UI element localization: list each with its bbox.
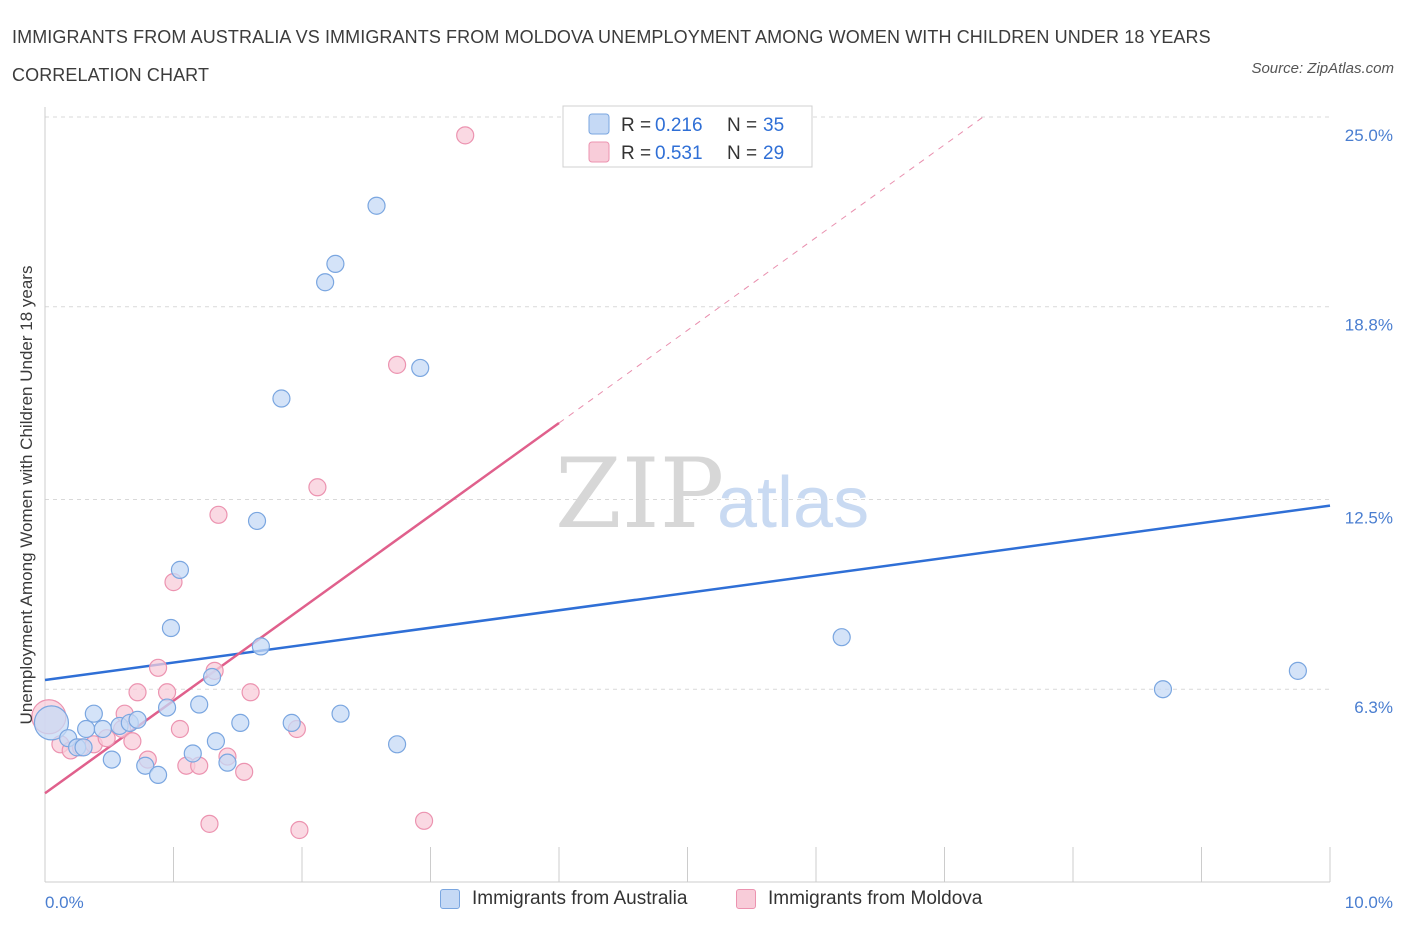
australia-point-15 [183, 744, 202, 763]
australia-point-0 [33, 705, 70, 741]
legend-n-label-0: N = [727, 115, 757, 136]
australia-point-24 [282, 713, 301, 732]
australia-point-23 [272, 389, 291, 408]
legend-r-label-0: R = [621, 115, 651, 136]
moldova-point-9 [128, 683, 147, 702]
legend-r-label-1: R = [621, 143, 651, 164]
watermark-atlas: atlas [717, 463, 869, 543]
source-label: Source: ZipAtlas.com [1251, 60, 1394, 77]
australia-point-18 [206, 732, 226, 751]
australia-point-26 [326, 254, 345, 273]
legend-swatch-australia [588, 113, 610, 135]
australia-point-9 [128, 710, 147, 729]
legend-top: R = 0.216 N = 35 R = 0.531 N = 29 [562, 105, 813, 168]
australia-point-12 [157, 698, 177, 717]
trend-line-moldova-extension [558, 116, 984, 424]
legend-swatch-australia [440, 889, 460, 909]
moldova-point-22 [241, 683, 260, 702]
legend-n-value-0: 35 [763, 115, 784, 136]
australia-point-14 [170, 560, 190, 579]
y-tick-label-2: 18.8% [1345, 316, 1393, 335]
australia-point-4 [84, 704, 103, 723]
x-tick-label-1: 10.0% [1345, 893, 1393, 912]
y-tick-label-1: 12.5% [1345, 509, 1393, 528]
moldova-point-28 [456, 126, 475, 145]
australia-point-17 [202, 667, 222, 687]
moldova-point-12 [157, 683, 177, 702]
australia-point-13 [161, 618, 181, 638]
moldova-point-13 [170, 719, 190, 739]
moldova-point-27 [414, 811, 434, 830]
australia-point-10 [136, 756, 155, 775]
australia-point-28 [367, 196, 386, 215]
tick-labels: 6.3% 12.5% 18.8% 25.0% 0.0% 10.0% [45, 126, 1393, 912]
moldova-point-17 [200, 814, 219, 833]
australia-point-6 [102, 750, 121, 769]
grid-lines [45, 116, 1330, 690]
series-australia-points [33, 196, 1307, 785]
legend-item-australia[interactable]: Immigrants from Australia [440, 888, 687, 910]
australia-point-33 [1288, 661, 1307, 680]
legend-r-value-1: 0.531 [655, 143, 703, 164]
australia-point-30 [411, 358, 430, 378]
australia-point-25 [316, 273, 335, 292]
legend-swatch-moldova [588, 141, 610, 163]
moldova-point-19 [209, 505, 228, 524]
australia-point-16 [190, 695, 209, 714]
moldova-point-21 [235, 762, 254, 781]
australia-point-22 [251, 637, 270, 656]
y-axis-label: Unemployment Among Women with Children U… [17, 266, 36, 725]
australia-point-29 [387, 735, 407, 754]
moldova-point-25 [308, 478, 327, 497]
watermark-zip: ZIP [555, 438, 724, 550]
australia-point-19 [218, 753, 237, 772]
moldova-point-11 [148, 658, 168, 677]
moldova-point-24 [290, 820, 309, 840]
australia-point-32 [1153, 680, 1173, 699]
australia-point-34 [74, 738, 93, 757]
legend-label-australia: Immigrants from Australia [472, 888, 688, 909]
australia-point-20 [231, 713, 250, 732]
axes [44, 107, 1331, 883]
chart-title: IMMIGRANTS FROM AUSTRALIA VS IMMIGRANTS … [12, 27, 1211, 85]
legend-item-moldova[interactable]: Immigrants from Moldova [736, 888, 982, 910]
australia-point-21 [247, 511, 267, 531]
moldova-point-26 [387, 355, 407, 374]
australia-point-31 [832, 628, 851, 647]
legend-swatch-moldova [736, 889, 756, 909]
legend-label-moldova: Immigrants from Moldova [768, 888, 983, 909]
legend-r-value-0: 0.216 [655, 115, 703, 136]
australia-point-27 [331, 704, 350, 723]
australia-point-11 [148, 765, 168, 785]
legend-bottom: Immigrants from Australia Immigrants fro… [0, 888, 1406, 918]
y-tick-label-3: 25.0% [1345, 126, 1393, 145]
moldova-point-8 [123, 732, 142, 751]
legend-n-value-1: 29 [763, 143, 784, 164]
x-tick-label-0: 0.0% [45, 893, 84, 912]
australia-point-5 [93, 719, 112, 739]
legend-n-label-1: N = [727, 143, 757, 164]
y-tick-label-0: 6.3% [1354, 698, 1393, 717]
australia-point-3 [77, 719, 96, 739]
